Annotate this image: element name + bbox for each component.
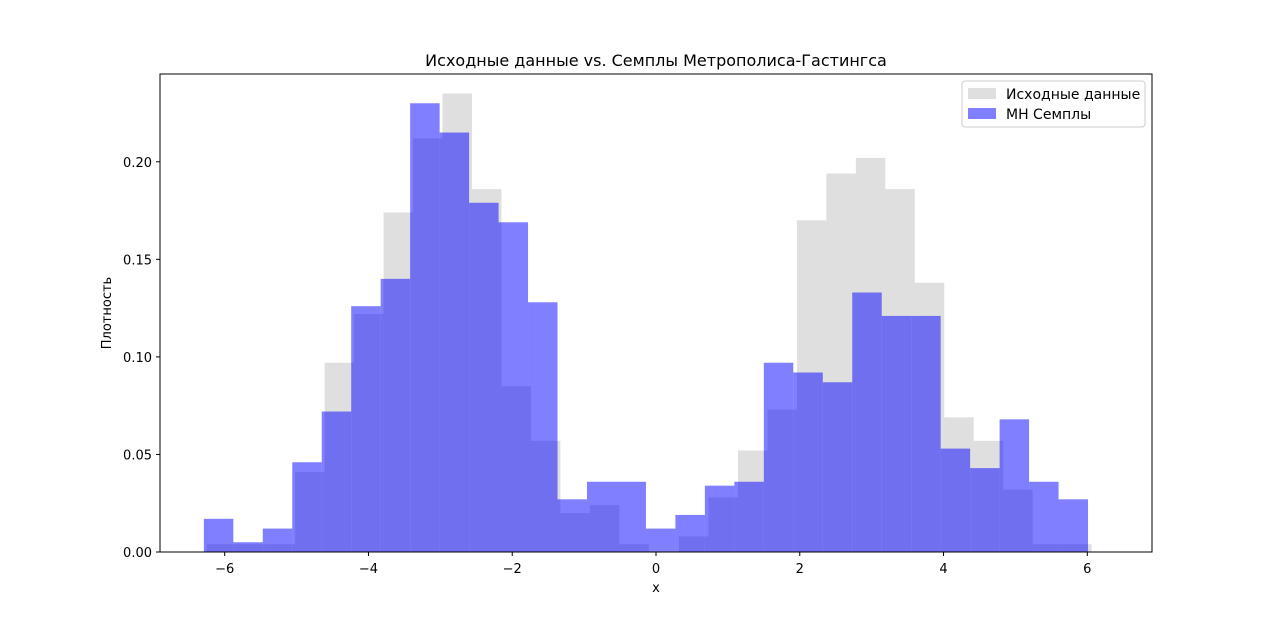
y-axis-label: Плотность — [100, 277, 115, 349]
x-tick-label: −4 — [359, 562, 378, 577]
legend-frame — [961, 80, 1146, 128]
x-tick-label: −2 — [503, 562, 522, 577]
series-1-bar-2 — [262, 528, 293, 552]
series-1-bar-14 — [616, 481, 646, 552]
legend-swatch-mh-samples — [968, 108, 996, 119]
series-1-bar-0 — [203, 518, 234, 552]
series-1-bar-7 — [410, 103, 440, 552]
series-1-bars — [203, 103, 1089, 553]
series-1-bar-5 — [351, 306, 381, 552]
y-tick-label: 0.10 — [123, 351, 152, 366]
series-1-bar-9 — [469, 202, 499, 553]
bars-layer — [203, 93, 1092, 553]
series-1-bar-27 — [999, 419, 1030, 552]
series-1-bar-8 — [439, 132, 470, 552]
series-1-bar-28 — [1029, 481, 1059, 552]
x-axis-label: x — [652, 581, 660, 596]
series-1-bar-19 — [763, 362, 794, 552]
series-1-bar-17 — [704, 485, 735, 552]
y-tick-label: 0.05 — [123, 448, 152, 463]
series-1-bar-18 — [734, 481, 764, 552]
legend-label-mh-samples: MH Семплы — [1006, 107, 1091, 123]
x-tick-label: −6 — [215, 562, 234, 577]
legend-swatch-original — [968, 88, 996, 99]
series-1-bar-29 — [1058, 499, 1089, 552]
series-1-bar-13 — [586, 481, 617, 552]
series-1-bar-24 — [911, 315, 941, 552]
series-1-bar-11 — [528, 302, 558, 552]
series-1-bar-1 — [233, 542, 263, 552]
axes-layer: −6 −4 −2 0 2 4 6 0.00 0.05 0.10 0.15 0.20 — [123, 73, 1153, 577]
series-1-bar-22 — [852, 292, 882, 552]
series-1-bar-15 — [645, 528, 676, 552]
series-1-bar-6 — [380, 278, 411, 552]
series-1-bar-23 — [881, 315, 912, 552]
series-1-bar-3 — [292, 462, 322, 552]
x-tick-label: 2 — [796, 562, 804, 577]
chart-title: Исходные данные vs. Семплы Метрополиса-Г… — [425, 51, 887, 70]
x-tick-label: 4 — [939, 562, 947, 577]
legend-label-original: Исходные данные — [1006, 87, 1140, 103]
series-1-bar-20 — [793, 372, 823, 552]
series-1-bar-26 — [970, 468, 1000, 552]
y-tick-label: 0.20 — [123, 156, 152, 171]
series-1-bar-25 — [940, 448, 971, 552]
x-tick-label: 6 — [1083, 562, 1091, 577]
legend: Исходные данные MH Семплы — [961, 80, 1146, 128]
series-1-bar-10 — [498, 222, 529, 552]
series-1-bar-12 — [557, 499, 587, 552]
series-1-bar-16 — [675, 514, 705, 552]
series-1-bar-21 — [822, 382, 853, 552]
series-1-bar-4 — [321, 411, 352, 552]
y-tick-label: 0.00 — [123, 546, 152, 561]
x-tick-label: 0 — [652, 562, 660, 577]
y-tick-label: 0.15 — [123, 253, 152, 268]
